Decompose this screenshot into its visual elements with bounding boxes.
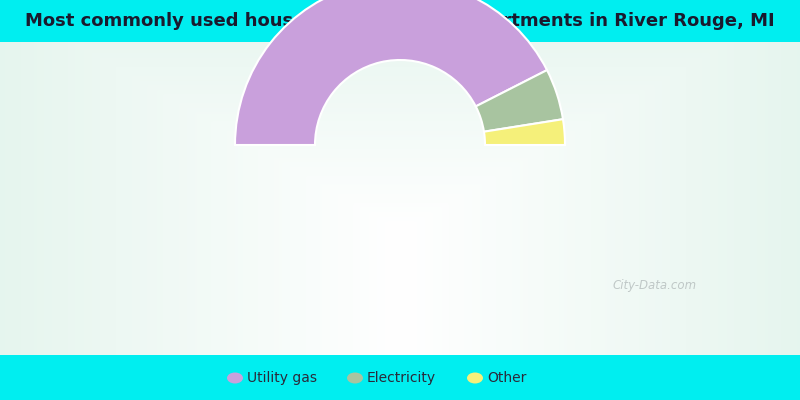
Text: Other: Other [487,371,526,385]
Text: City-Data.com: City-Data.com [613,278,697,292]
Ellipse shape [467,372,483,384]
Ellipse shape [227,372,243,384]
FancyBboxPatch shape [0,0,800,42]
Text: Utility gas: Utility gas [247,371,317,385]
Wedge shape [476,70,563,132]
Text: Electricity: Electricity [367,371,436,385]
Ellipse shape [347,372,363,384]
FancyBboxPatch shape [0,355,800,400]
Text: Most commonly used house heating fuel in apartments in River Rouge, MI: Most commonly used house heating fuel in… [25,12,775,30]
Wedge shape [484,119,565,145]
Wedge shape [235,0,547,145]
